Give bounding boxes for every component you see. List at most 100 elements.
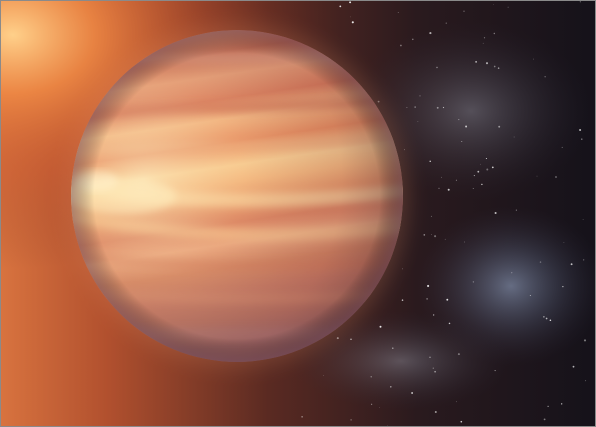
star [370,376,372,378]
star [323,375,325,376]
star [494,211,497,215]
star [493,3,494,5]
star [417,121,419,122]
star [485,62,489,65]
star [419,95,421,97]
star [472,281,475,283]
star [532,58,534,60]
star [465,125,468,128]
star [436,106,439,109]
nebula-upper [351,21,591,201]
star [457,353,460,356]
star [390,386,392,388]
star [350,419,352,421]
star [561,403,563,405]
star [430,215,432,217]
star [404,149,405,151]
star [448,322,451,325]
star [498,125,501,128]
star [336,337,339,340]
star [444,238,446,240]
star [581,138,583,140]
star [434,370,436,373]
star [371,403,373,405]
star [570,263,573,266]
star [339,5,342,8]
star [446,298,449,301]
star [460,420,463,423]
star [350,338,352,341]
star [427,284,430,288]
star [529,295,531,296]
star [579,128,582,132]
star [414,106,416,108]
star [434,235,437,238]
star [473,175,475,177]
star [432,367,434,369]
star [455,179,457,181]
star [461,140,463,142]
star [481,183,483,186]
star [562,286,564,288]
nebula-bottom [291,311,511,411]
star [433,314,435,316]
star [455,401,457,403]
star [406,107,408,108]
star [438,187,440,189]
star [547,405,549,408]
star [350,16,351,18]
gas-giant-planet [71,30,403,362]
star [583,259,585,261]
star [423,234,426,236]
star [430,234,432,235]
star [511,272,513,274]
star [493,32,495,35]
star [544,76,546,78]
star [543,316,545,318]
star [549,319,552,321]
star [472,188,474,189]
star [412,38,414,41]
star [555,176,557,178]
star [411,392,413,394]
star [563,242,565,243]
star [401,299,404,301]
star [513,136,515,138]
star [402,268,403,270]
star [392,347,394,349]
star [429,32,432,35]
star [583,339,587,342]
star [429,160,431,163]
star [464,241,465,243]
star [582,219,584,220]
star [480,163,481,165]
star [445,22,447,24]
star [442,106,445,109]
star [447,188,450,191]
star [387,425,388,426]
star [572,365,575,368]
star [545,317,548,320]
star [491,166,494,169]
star [483,37,486,39]
star [429,356,431,358]
star [477,170,480,173]
star [458,119,460,121]
star [543,418,546,421]
star [301,416,303,418]
star [585,380,587,382]
star [426,297,429,300]
star [400,44,402,47]
star [482,42,484,44]
star [497,67,500,69]
star [463,10,465,12]
star [397,12,399,14]
star [441,176,442,178]
star [475,61,477,63]
star [539,261,542,263]
star [536,175,538,177]
star [434,410,437,414]
star [579,1,581,3]
star [436,66,438,69]
